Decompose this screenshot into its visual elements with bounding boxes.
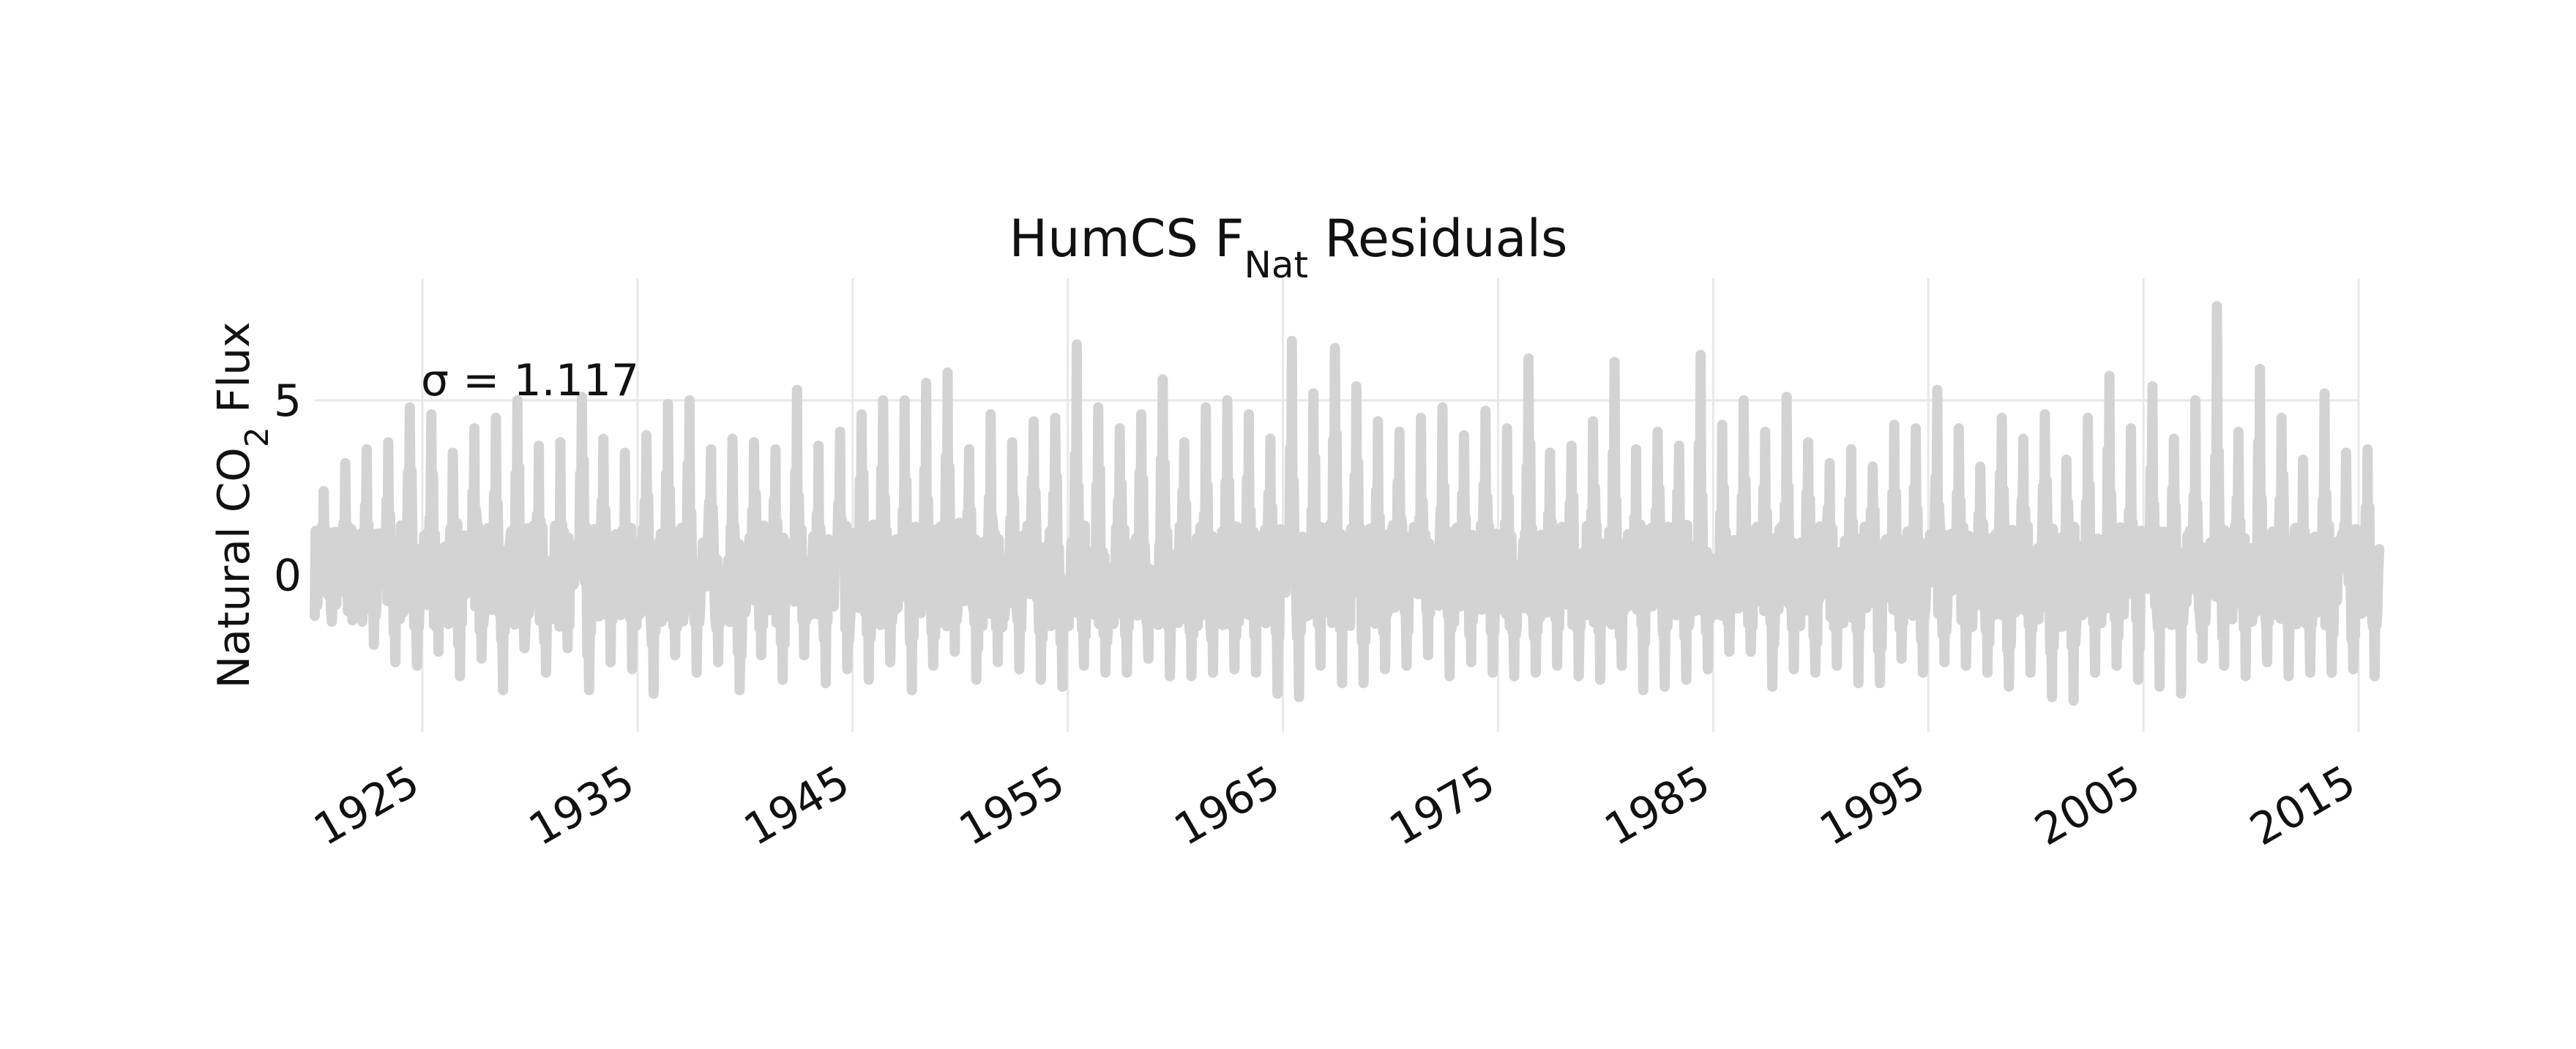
x-tick-label-1995: 1995	[1811, 755, 1933, 856]
plot-area	[310, 301, 2385, 706]
x-tick-label-1985: 1985	[1597, 755, 1719, 856]
x-tick-label-1935: 1935	[520, 755, 643, 856]
y-tick-label-5: 5	[274, 376, 302, 427]
x-tick-label-1975: 1975	[1381, 755, 1504, 856]
y-tick-label-0: 0	[274, 550, 302, 601]
residual-series-line	[310, 301, 2385, 706]
y-axis-label-main: Natural CO	[209, 447, 260, 689]
chart-title-main: HumCS F	[1009, 209, 1244, 269]
y-axis-label-subscript: 2	[239, 427, 276, 447]
x-tick-label-2015: 2015	[2241, 755, 2364, 856]
x-tick-label-2005: 2005	[2026, 755, 2148, 856]
x-tick-labels: 1925 1935 1945 1955 1965 1975 1985 1995 2005 2015	[305, 755, 2364, 856]
x-tick-label-1965: 1965	[1166, 755, 1288, 856]
chart-title-subscript: Nat	[1244, 244, 1309, 286]
y-axis-label-suffix: Flux	[209, 321, 260, 427]
y-tick-labels: 05	[274, 376, 302, 601]
x-tick-label-1945: 1945	[736, 755, 858, 856]
chart-title: HumCS FNat Residuals	[1009, 209, 1567, 286]
chart-title-suffix: Residuals	[1308, 209, 1567, 269]
x-tick-label-1955: 1955	[951, 755, 1073, 856]
y-axis-label: Natural CO2 Flux	[209, 321, 276, 688]
sigma-annotation: σ = 1.117	[421, 355, 639, 406]
x-tick-label-1925: 1925	[305, 755, 428, 856]
